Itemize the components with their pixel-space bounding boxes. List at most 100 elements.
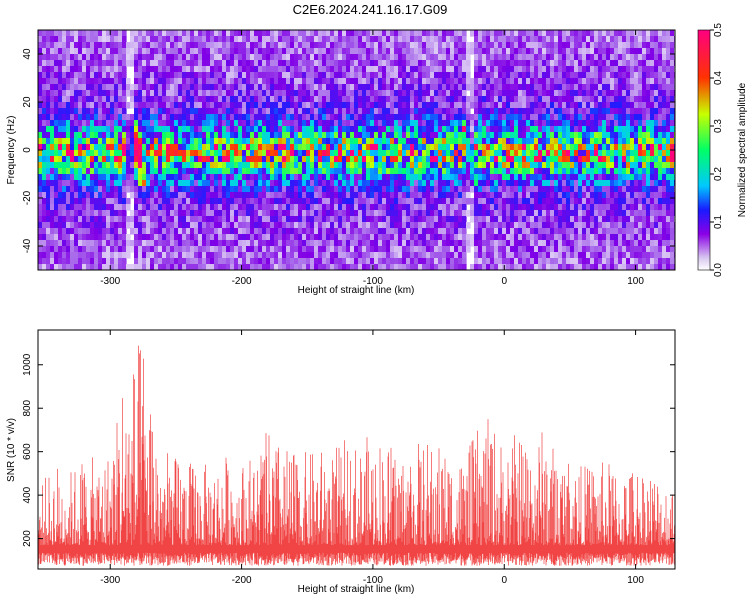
spectrogram-cell [130,114,135,121]
spectrogram-cell [382,90,387,97]
spectrogram-cell [154,180,159,187]
spectrogram-cell [446,72,451,79]
spectrogram-cell [450,132,455,139]
spectrogram-cell [150,210,155,217]
spectrogram-cell [414,204,419,211]
spectrogram-cell [374,102,379,109]
spectrogram-cell [394,186,399,193]
spectrogram-cell [538,162,543,169]
spectrogram-cell [350,258,355,265]
spectrogram-cell [158,162,163,169]
spectrogram-cell [94,252,99,259]
spectrogram-cell [122,144,127,151]
spectrogram-cell [190,132,195,139]
spectrogram-cell [198,120,203,127]
spectrogram-cell [234,54,239,61]
spectrogram-cell [126,150,131,157]
spectrogram-cell [530,36,535,43]
spectrogram-cell [478,222,483,229]
spectrogram-cell [62,126,67,133]
spectrogram-cell [406,168,411,175]
spectrogram-cell [382,114,387,121]
spectrogram-cell [366,54,371,61]
spectrogram-cell [174,30,179,37]
spectrogram-cell [322,60,327,67]
spectrogram-cell [162,210,167,217]
spectrogram-cell [518,192,523,199]
spectrogram-cell [174,78,179,85]
spectrogram-cell [86,60,91,67]
spectrogram-cell [86,246,91,253]
spectrogram-cell [82,234,87,241]
spectrogram-cell [426,84,431,91]
spectrogram-cell [50,54,55,61]
spectrogram-cell [342,216,347,223]
spectrogram-cell [210,54,215,61]
spectrogram-cell [242,102,247,109]
spectrogram-cell [362,78,367,85]
spectrogram-cell [438,132,443,139]
spectrogram-cell [138,252,143,259]
spectrogram-cell [410,216,415,223]
spectrogram-cell [466,48,471,55]
spectrogram-cell [514,126,519,133]
spectrogram-cell [402,60,407,67]
spectrogram-cell [182,102,187,109]
spectrogram-cell [130,30,135,37]
spectrogram-cell [414,66,419,73]
spectrogram-cell [414,78,419,85]
spectrogram-cell [58,126,63,133]
spectrogram-cell [186,108,191,115]
spectrogram-cell [522,120,527,127]
spectrogram-cell [362,150,367,157]
spectrogram-cell [210,162,215,169]
spectrogram-cell [290,132,295,139]
spectrogram-cell [122,90,127,97]
spectrogram-cell [162,156,167,163]
spectrogram-cell [250,84,255,91]
spectrogram-cell [382,30,387,37]
spectrogram-cell [434,42,439,49]
spectrogram-cell [358,192,363,199]
spectrogram-cell [526,108,531,115]
spectrogram-cell [86,126,91,133]
spectrogram-cell [38,216,43,223]
spectrogram-cell [206,30,211,37]
spectrogram-cell [426,210,431,217]
spectrogram-cell [378,216,383,223]
spectrogram-cell [210,132,215,139]
spectrogram-cell [346,246,351,253]
spectrogram-cell [506,84,511,91]
spectrogram-cell [410,132,415,139]
spectrogram-cell [398,234,403,241]
spectrogram-cell [82,204,87,211]
spectrogram-cell [462,156,467,163]
spectrogram-cell [394,138,399,145]
spectrogram-cell [458,180,463,187]
spectrogram-cell [82,144,87,151]
spectrogram-cell [122,48,127,55]
spectrogram-cell [338,258,343,265]
spectrogram-cell [198,264,203,270]
spectrogram-cell [510,162,515,169]
spectrogram-cell [70,252,75,259]
spectrogram-cell [218,264,223,270]
spectrogram-cell [318,96,323,103]
spectrogram-cell [206,186,211,193]
spectrogram-cell [94,60,99,67]
spectrogram-cell [354,108,359,115]
spectrogram-cell [494,210,499,217]
spectrogram-cell [358,156,363,163]
spectrogram-cell [66,150,71,157]
spectrogram-cell [182,108,187,115]
spectrogram-cell [74,96,79,103]
spectrogram-cell [290,30,295,37]
spectrogram-cell [486,54,491,61]
spectrogram-cell [522,258,527,265]
spectrogram-cell [490,264,495,270]
spectrogram-cell [390,66,395,73]
spectrogram-cell [98,78,103,85]
spectrogram-cell [182,138,187,145]
spectrogram-cell [206,102,211,109]
spectrogram-cell [322,228,327,235]
